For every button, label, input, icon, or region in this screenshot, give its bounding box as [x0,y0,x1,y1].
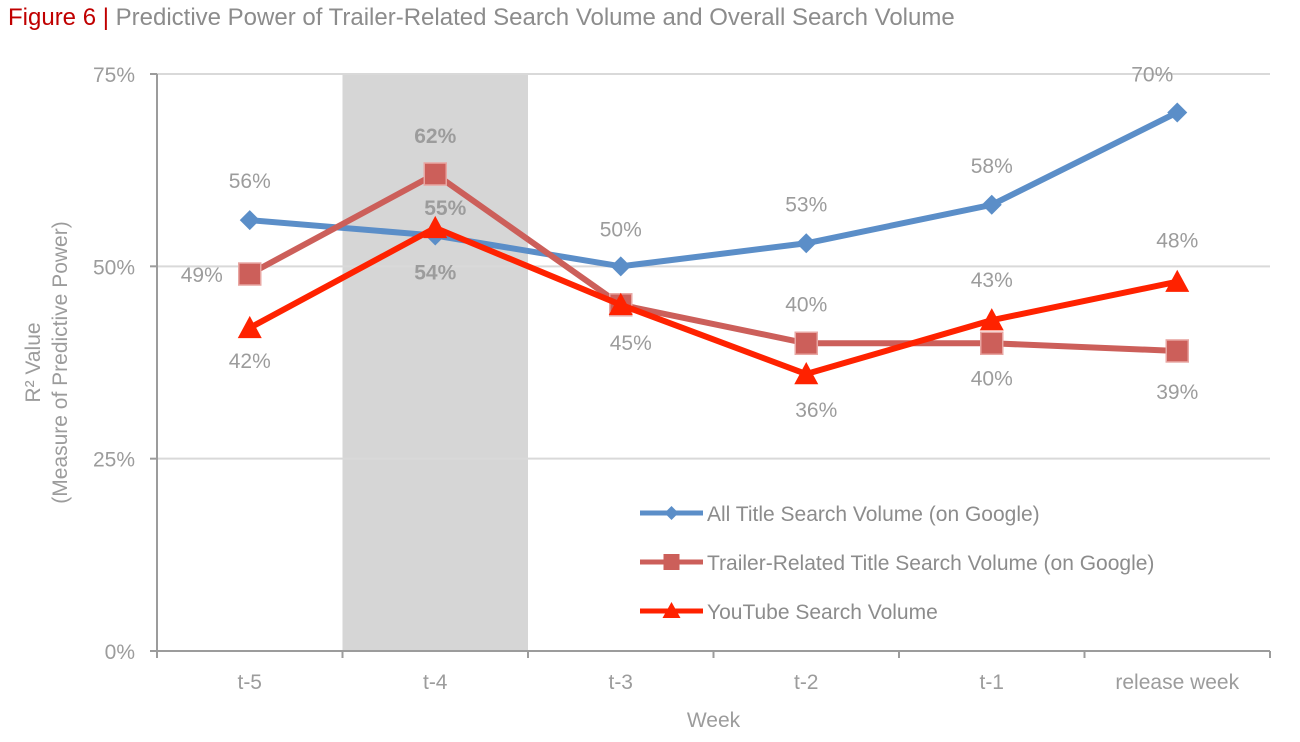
y-tick-label: 0% [105,641,135,664]
y-tick-label: 25% [93,449,135,472]
series-lines [237,102,1190,385]
legend-item-1: All Title Search Volume (on Google) [640,503,1040,526]
data-label: 54% [414,262,456,285]
x-tick-label: release week [1115,671,1239,694]
diamond-marker [1167,102,1188,123]
square-marker [1165,339,1189,363]
data-label: 43% [971,269,1013,292]
data-label: 56% [229,170,271,193]
y-axis-subtitle: (Measure of Predictive Power) [49,221,72,503]
data-labels: 56% 54% 50% 53% 58% 70% 49% 62% 45% 40% 40% 39% 42% 5… [181,63,1199,422]
data-label: 48% [1156,230,1198,253]
gridlines [157,73,1270,460]
triangle-marker [608,292,633,315]
data-label: 40% [971,367,1013,390]
square-marker [238,262,262,286]
triangle-marker [1165,269,1190,292]
legend-label: All Title Search Volume (on Google) [707,503,1040,526]
highlight-band-layer [342,74,528,651]
x-tick-label: t-5 [237,671,262,694]
series-line [248,171,1178,354]
data-label: 36% [795,399,837,422]
square-marker [423,162,447,186]
diamond-marker [239,210,260,231]
y-tick-label: 75% [93,64,135,87]
data-label: 42% [229,350,271,373]
square-marker [980,331,1004,356]
legend-label: YouTube Search Volume [707,601,938,624]
figure-separator: | [102,4,109,31]
y-axis-title: R² Value [22,322,45,402]
data-label: 62% [414,125,456,148]
data-label: 58% [971,155,1013,178]
triangle-marker [794,362,819,385]
triangle-marker [423,215,448,239]
data-label: 49% [181,264,223,287]
highlight-band [342,74,528,651]
data-label: 40% [785,293,827,316]
data-label: 39% [1156,381,1198,404]
triangle-marker [237,315,262,339]
legend-label: Trailer-Related Title Search Volume (on … [707,552,1154,575]
diamond-marker [796,233,817,254]
legend: All Title Search Volume (on Google) Trail… [640,503,1154,624]
figure-number: Figure 6 [8,4,97,31]
series-line [248,224,1178,378]
figure-title: Figure 6 | Predictive Power of Trailer-R… [8,4,955,32]
x-tick-label: t-4 [423,671,448,694]
series-3 [237,215,1190,385]
data-label: 45% [610,332,652,355]
legend-triangle-marker [662,602,681,618]
legend-item-2: Trailer-Related Title Search Volume (on … [640,552,1154,575]
x-axis-title: Week [687,709,741,732]
series-1 [239,102,1188,277]
legend-square-marker [663,554,680,570]
x-tick-label: t-2 [794,671,819,694]
data-label: 70% [1131,63,1173,86]
series-line [249,109,1179,270]
x-tick-label: t-3 [608,671,633,694]
data-label: 55% [424,197,466,220]
legend-item-3: YouTube Search Volume [640,601,938,624]
chart-title: Predictive Power of Trailer-Related Sear… [115,4,955,31]
square-marker [794,331,818,356]
diamond-marker [610,256,631,277]
data-label: 53% [785,193,827,216]
y-tick-label: 50% [93,256,135,279]
legend-diamond-marker [664,506,679,520]
data-label: 50% [600,218,642,241]
axes: 0% 25% 50% 75% t-5 t-4 t-3 t-2 t-1 release week We… [22,64,1271,732]
diamond-marker [981,194,1002,215]
x-tick-label: t-1 [979,671,1004,694]
triangle-marker [979,308,1004,331]
